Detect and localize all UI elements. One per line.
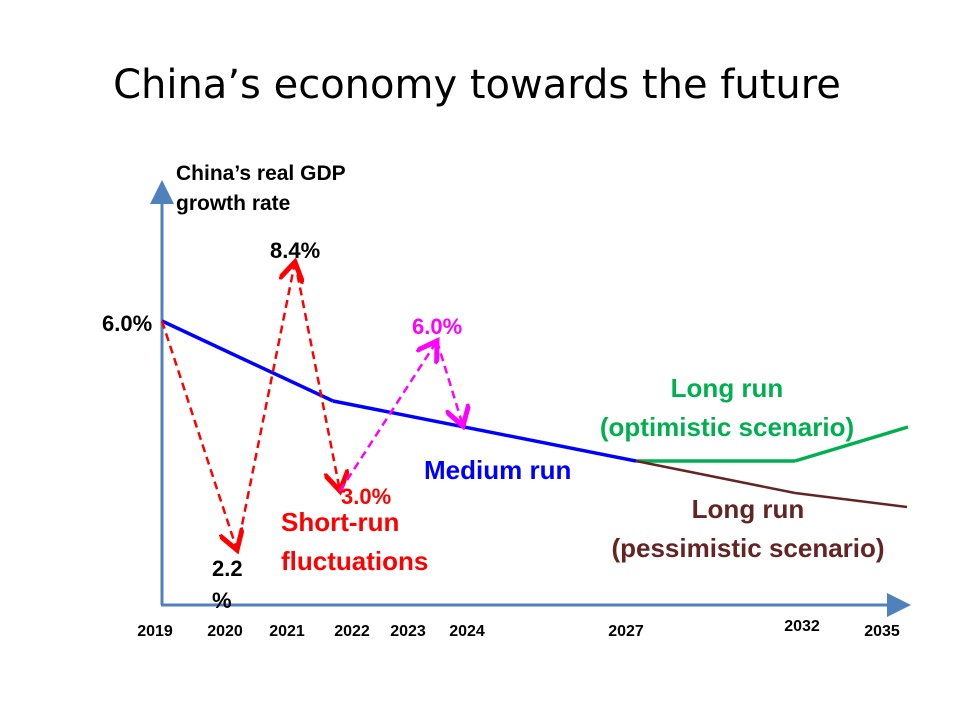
optimistic-line-segment xyxy=(794,425,909,463)
short-run-arrow xyxy=(160,320,237,550)
value-label-2023: 6.0% xyxy=(412,314,462,339)
x-tick-label: 2022 xyxy=(334,623,370,640)
pessimistic-line-segment xyxy=(635,459,796,495)
x-tick-label: 2020 xyxy=(207,623,243,640)
rebound-arrow xyxy=(435,340,463,426)
pessimistic-label-line1: Long run xyxy=(692,494,805,524)
medium-run-line-segment xyxy=(161,319,334,403)
value-label-2019: 6.0% xyxy=(102,311,152,336)
x-tick-label: 2032 xyxy=(784,618,820,635)
medium-run-label: Medium run xyxy=(424,455,571,485)
value-label-2020-percent: % xyxy=(212,588,232,613)
slide-title: China’s economy towards the future xyxy=(113,62,841,108)
medium-run-line-segment xyxy=(332,399,637,463)
optimistic-label-line1: Long run xyxy=(671,373,784,403)
value-label-2022: 3.0% xyxy=(341,484,391,509)
short-run-label-line2: fluctuations xyxy=(281,546,428,576)
short-run-label-line1: Short-run xyxy=(281,507,399,537)
x-tick-label: 2023 xyxy=(390,623,426,640)
y-axis-label-line2: growth rate xyxy=(176,192,290,215)
x-tick-label: 2024 xyxy=(449,623,485,640)
short-run-arrow xyxy=(235,262,295,551)
y-axis-label-line1: China’s real GDP xyxy=(176,162,346,185)
short-run-arrow xyxy=(293,261,340,491)
value-label-2021: 8.4% xyxy=(270,238,320,263)
x-tick-label: 2035 xyxy=(864,623,900,640)
value-label-2020: 2.2 xyxy=(212,556,243,581)
optimistic-label-line2: (optimistic scenario) xyxy=(600,412,854,442)
x-tick-label: 2027 xyxy=(608,623,644,640)
x-tick-label: 2019 xyxy=(137,623,173,640)
pessimistic-label-line2: (pessimistic scenario) xyxy=(611,533,884,563)
rebound-arrow xyxy=(338,341,437,492)
pessimistic-line-segment xyxy=(794,491,908,509)
x-tick-label: 2021 xyxy=(269,623,305,640)
